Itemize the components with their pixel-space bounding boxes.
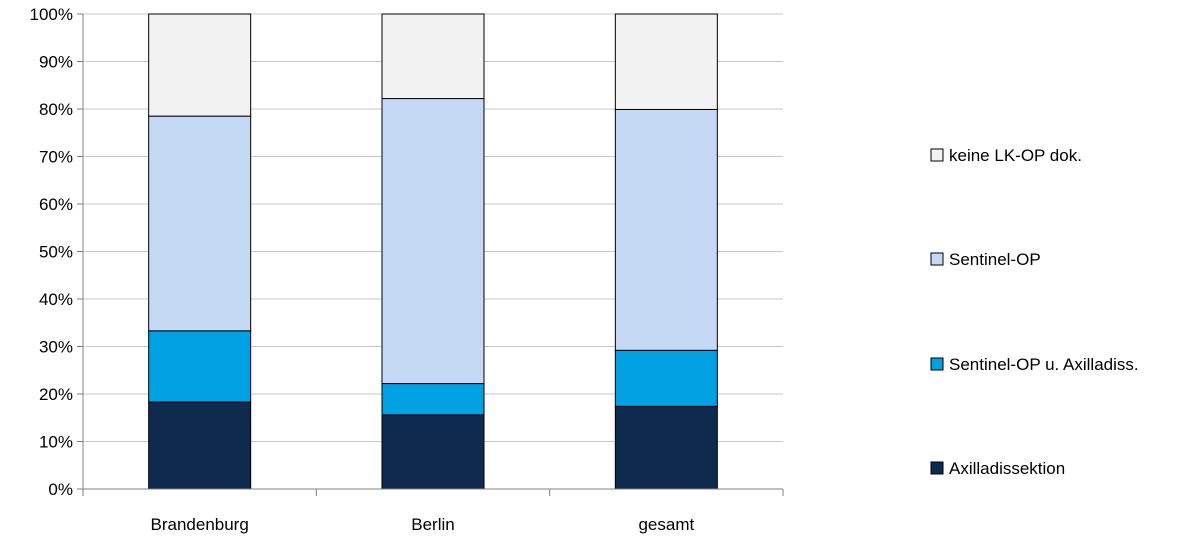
y-tick-label: 60% [39, 195, 73, 214]
legend-label: Sentinel-OP u. Axilladiss. [949, 355, 1139, 374]
legend-swatch [931, 358, 943, 370]
bar-segment-1-1 [149, 402, 251, 489]
legend-swatch [931, 149, 943, 161]
bar-segment-2-3 [615, 350, 717, 406]
bar-segment-1-2 [382, 415, 484, 489]
bar-segment-2-2 [382, 384, 484, 415]
y-axis-ticks: 0% 10% 20% 30% 40% 50% 60% 70% 80% 90% 100% [30, 5, 83, 499]
legend-swatch [931, 253, 943, 265]
y-tick-label: 30% [39, 338, 73, 357]
y-tick-label: 70% [39, 148, 73, 167]
legend-label: Sentinel-OP [949, 250, 1041, 269]
y-tick-label: 0% [48, 480, 73, 499]
bar-segment-4-2 [382, 14, 484, 99]
x-tick-label: gesamt [638, 515, 694, 534]
y-tick-label: 20% [39, 385, 73, 404]
bar-segment-4-1 [149, 14, 251, 116]
legend-label: keine LK-OP dok. [949, 146, 1082, 165]
y-tick-label: 50% [39, 243, 73, 262]
legend-swatch [931, 462, 943, 474]
y-tick-label: 40% [39, 290, 73, 309]
bar-segment-3-3 [615, 109, 717, 350]
bar-segment-1-3 [615, 406, 717, 489]
bar-segment-3-1 [149, 116, 251, 331]
y-tick-label: 80% [39, 100, 73, 119]
y-tick-label: 10% [39, 433, 73, 452]
x-axis-ticks: Brandenburg Berlin gesamt [83, 489, 783, 534]
bar-segment-2-1 [149, 331, 251, 402]
legend-label: Axilladissektion [949, 459, 1065, 478]
bars [149, 14, 718, 489]
bar-segment-3-2 [382, 99, 484, 384]
y-tick-label: 100% [30, 5, 73, 24]
x-tick-label: Berlin [411, 515, 454, 534]
y-tick-label: 90% [39, 53, 73, 72]
x-tick-label: Brandenburg [151, 515, 249, 534]
bar-segment-4-3 [615, 14, 717, 109]
legend: keine LK-OP dok. Sentinel-OP Sentinel-OP u… [931, 146, 1139, 478]
